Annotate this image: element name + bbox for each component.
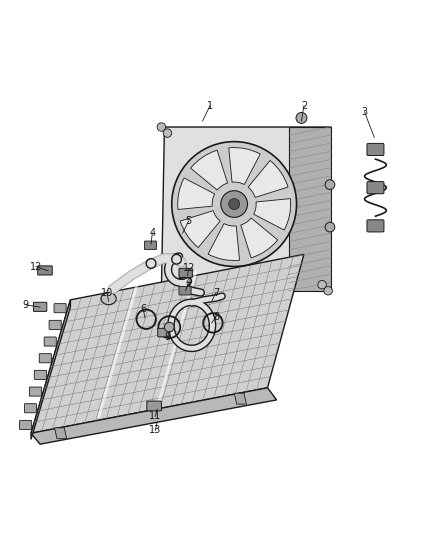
Wedge shape <box>248 160 288 197</box>
Wedge shape <box>208 223 240 261</box>
Text: 12: 12 <box>183 263 195 273</box>
Circle shape <box>164 322 174 332</box>
FancyBboxPatch shape <box>158 328 170 337</box>
Polygon shape <box>161 127 331 291</box>
Text: 6: 6 <box>140 304 146 314</box>
FancyBboxPatch shape <box>179 268 192 277</box>
Circle shape <box>157 123 166 131</box>
Text: 8: 8 <box>213 312 219 322</box>
Wedge shape <box>191 150 228 190</box>
Wedge shape <box>178 178 215 209</box>
Circle shape <box>325 222 335 232</box>
FancyBboxPatch shape <box>145 241 156 249</box>
FancyBboxPatch shape <box>38 266 52 275</box>
Polygon shape <box>31 388 277 444</box>
FancyBboxPatch shape <box>367 220 384 232</box>
Circle shape <box>325 180 335 190</box>
Text: 12: 12 <box>30 262 42 271</box>
FancyBboxPatch shape <box>33 302 47 311</box>
Text: 13: 13 <box>149 425 162 435</box>
FancyBboxPatch shape <box>34 370 46 379</box>
Text: 5: 5 <box>186 216 192 226</box>
Ellipse shape <box>172 142 297 266</box>
FancyBboxPatch shape <box>44 337 57 346</box>
FancyBboxPatch shape <box>39 354 51 363</box>
Text: 3: 3 <box>361 107 367 117</box>
Polygon shape <box>31 254 304 433</box>
FancyBboxPatch shape <box>25 403 37 413</box>
Text: 4: 4 <box>186 277 192 287</box>
Ellipse shape <box>101 293 116 305</box>
FancyBboxPatch shape <box>179 287 191 295</box>
Circle shape <box>163 129 172 138</box>
Text: 2: 2 <box>301 101 307 111</box>
Circle shape <box>221 191 247 217</box>
Text: 7: 7 <box>213 288 219 297</box>
Wedge shape <box>241 218 278 258</box>
Circle shape <box>296 112 307 123</box>
Wedge shape <box>229 148 260 184</box>
Text: 9: 9 <box>164 333 170 342</box>
Circle shape <box>229 199 240 209</box>
FancyBboxPatch shape <box>29 387 42 396</box>
Wedge shape <box>180 211 220 248</box>
Text: 4: 4 <box>149 228 155 238</box>
FancyBboxPatch shape <box>49 320 61 329</box>
Circle shape <box>324 287 332 295</box>
FancyBboxPatch shape <box>367 182 384 193</box>
Polygon shape <box>31 300 71 439</box>
Text: 11: 11 <box>149 411 162 421</box>
Text: 1: 1 <box>207 101 213 111</box>
FancyBboxPatch shape <box>367 143 384 156</box>
Polygon shape <box>289 127 331 291</box>
Wedge shape <box>254 199 291 230</box>
Polygon shape <box>55 428 67 439</box>
FancyBboxPatch shape <box>20 421 32 430</box>
Polygon shape <box>234 393 247 404</box>
Text: 9: 9 <box>22 300 28 310</box>
FancyBboxPatch shape <box>54 304 66 313</box>
FancyBboxPatch shape <box>147 401 161 411</box>
Text: 10: 10 <box>101 288 113 297</box>
Circle shape <box>318 280 326 289</box>
